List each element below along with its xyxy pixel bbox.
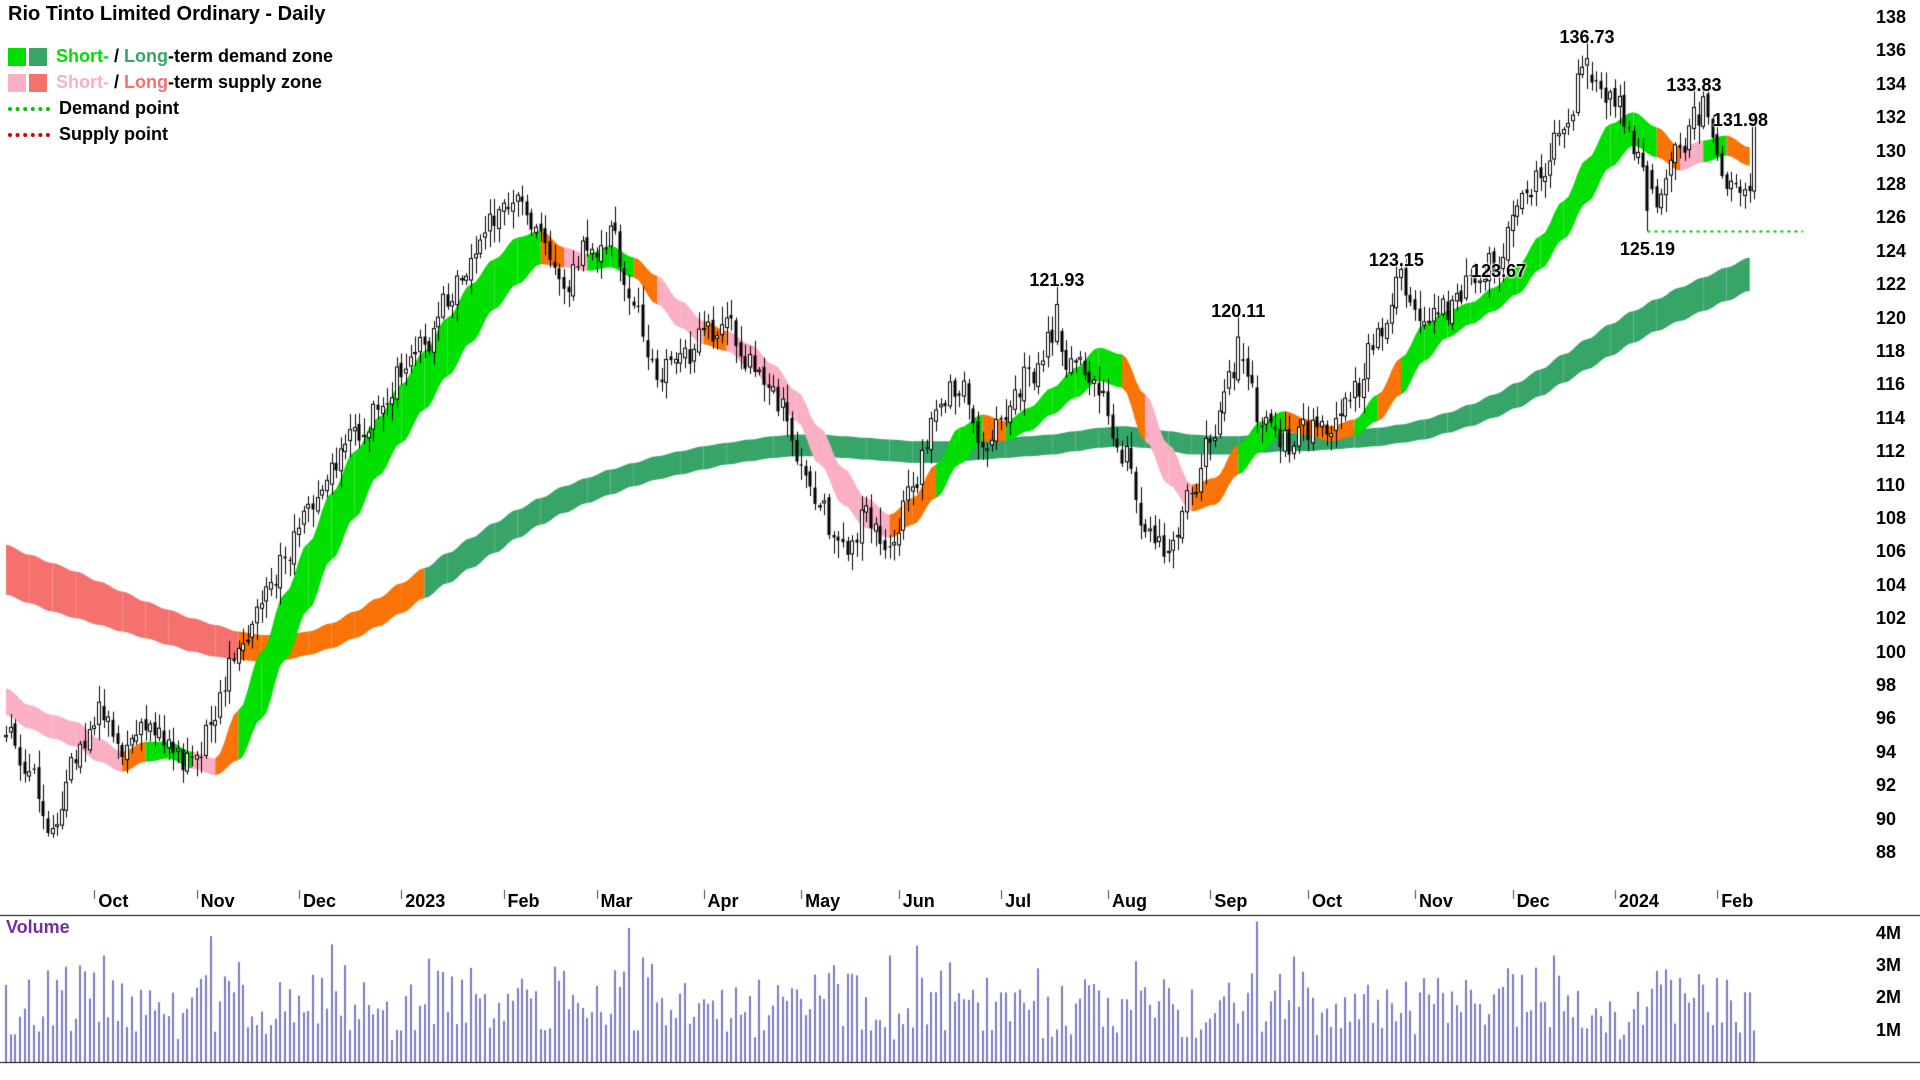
- supply-point-line-swatch: [8, 132, 50, 137]
- legend-supply-separator: /: [109, 72, 125, 92]
- short-demand-swatch: [8, 47, 26, 66]
- legend-supply-short-label: Short-: [56, 72, 109, 92]
- legend-supply-point-label: Supply point: [59, 124, 168, 144]
- demand-point-line-swatch: [8, 106, 50, 111]
- legend-supply-rest-label: -term supply zone: [168, 72, 323, 92]
- volume-panel-label: Volume: [6, 917, 70, 937]
- legend-demand-rest-label: -term demand zone: [168, 46, 334, 66]
- legend-demand-point-row: Demand point: [8, 98, 333, 119]
- short-supply-swatch: [8, 73, 26, 92]
- legend: Short- / Long -term demand zone Short- /…: [8, 46, 333, 145]
- legend-demand-point-label: Demand point: [59, 98, 179, 118]
- legend-demand-row: Short- / Long -term demand zone: [8, 46, 333, 67]
- legend-supply-row: Short- / Long -term supply zone: [8, 72, 333, 93]
- legend-demand-short-label: Short-: [56, 46, 109, 66]
- legend-demand-separator: /: [109, 46, 125, 66]
- legend-supply-long-label: Long: [124, 72, 168, 92]
- legend-demand-long-label: Long: [124, 46, 168, 66]
- chart-title: Rio Tinto Limited Ordinary - Daily: [8, 3, 326, 25]
- long-supply-swatch: [29, 73, 47, 92]
- legend-supply-point-row: Supply point: [8, 124, 333, 145]
- long-demand-swatch: [29, 47, 47, 66]
